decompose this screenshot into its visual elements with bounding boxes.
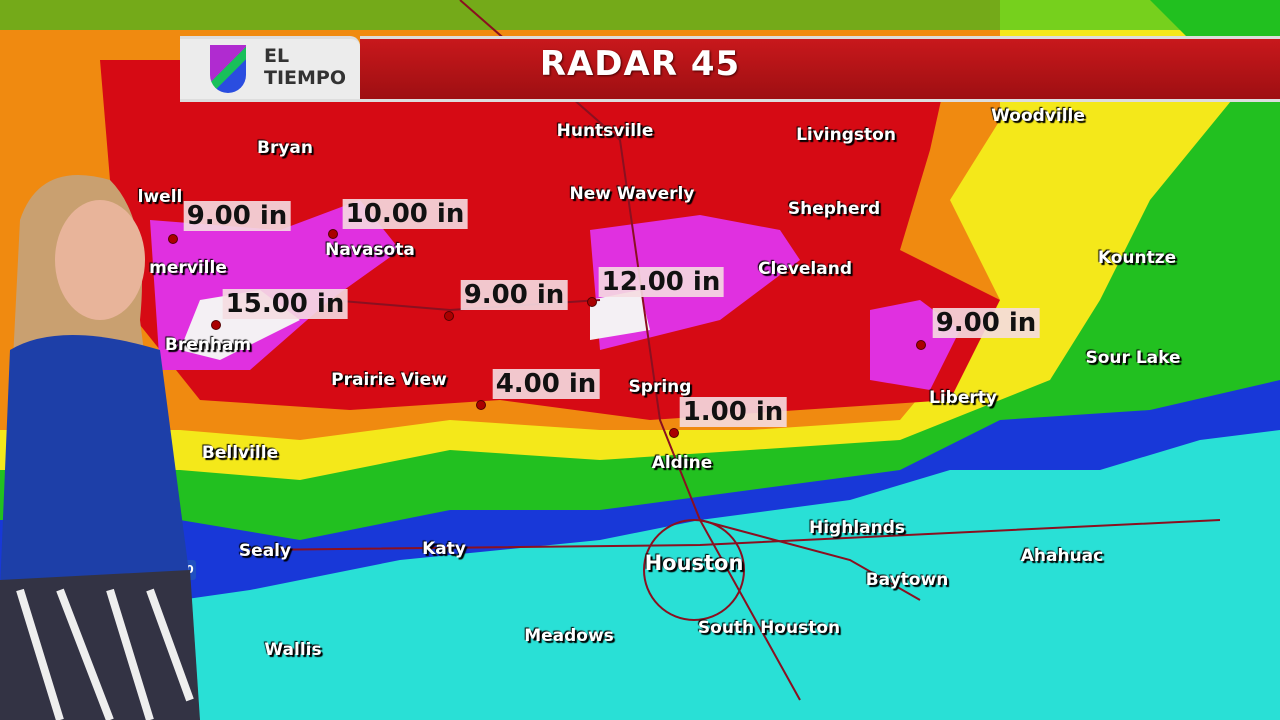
- radar-magenta-band: [150, 200, 960, 390]
- rainfall-label: 12.00 in: [598, 267, 724, 297]
- city-label: Sealy: [238, 541, 292, 561]
- city-label: Liberty: [929, 388, 997, 408]
- city-label: Kountze: [1097, 248, 1177, 268]
- city-label: Aldine: [651, 453, 713, 473]
- city-label: Spring: [628, 377, 692, 397]
- city-label: Livingston: [796, 125, 896, 145]
- city-label: Wallis: [264, 640, 322, 660]
- location-pin-icon: [444, 311, 454, 321]
- location-pin-icon: [669, 428, 679, 438]
- city-label: Shepherd: [787, 199, 881, 219]
- city-label: lwell: [137, 187, 183, 207]
- city-label: Ahahuac: [1020, 546, 1104, 566]
- location-pin-icon: [211, 320, 221, 330]
- univision-logo-icon: [210, 45, 246, 93]
- city-label: New Waverly: [569, 184, 695, 204]
- city-label: Bellville: [201, 443, 279, 463]
- logo-text: EL TIEMPO: [264, 45, 346, 89]
- location-pin-icon: [476, 400, 486, 410]
- city-label: Cleveland: [757, 259, 853, 279]
- logo-line1: EL: [264, 45, 290, 67]
- city-label: Bryan: [257, 138, 313, 158]
- logo-line2: TIEMPO: [264, 67, 346, 89]
- rainfall-label: 1.00 in: [679, 397, 787, 427]
- city-label: Meadows: [524, 626, 614, 646]
- city-label: Katy: [422, 539, 466, 559]
- location-pin-icon: [168, 234, 178, 244]
- city-label: Sour Lake: [1085, 348, 1181, 368]
- rainfall-label: 9.00 in: [460, 280, 568, 310]
- city-label: Brenham: [164, 335, 252, 355]
- city-label: Huntsville: [556, 121, 654, 141]
- rainfall-label: 9.00 in: [183, 201, 291, 231]
- radar-red-band: [100, 60, 1000, 420]
- city-label: Baytown: [865, 570, 949, 590]
- logo-box: EL TIEMPO: [180, 36, 360, 102]
- presenter: [0, 175, 200, 720]
- city-label-houston: Houston: [644, 551, 744, 575]
- rainfall-label: 15.00 in: [222, 289, 348, 319]
- city-label: Prairie View: [331, 370, 447, 390]
- rainfall-label: 4.00 in: [492, 369, 600, 399]
- location-pin-icon: [916, 340, 926, 350]
- location-pin-icon: [328, 229, 338, 239]
- location-pin-icon: [587, 297, 597, 307]
- city-label: Navasota: [325, 240, 415, 260]
- rainfall-label: 10.00 in: [342, 199, 468, 229]
- city-label: Woodville: [991, 106, 1085, 126]
- city-label: Highlands: [808, 518, 906, 538]
- city-label: merville: [149, 258, 227, 278]
- city-label: South Houston: [697, 618, 841, 638]
- title-banner: [360, 36, 1280, 102]
- rainfall-label: 9.00 in: [932, 308, 1040, 338]
- page-title: RADAR 45: [539, 44, 741, 84]
